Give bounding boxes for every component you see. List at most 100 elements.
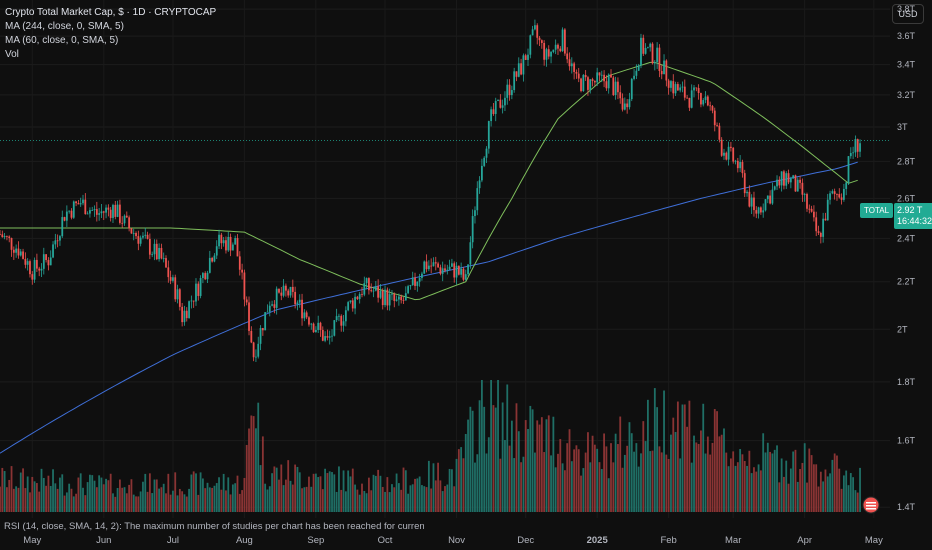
volume-bar (831, 459, 834, 512)
candle-body (501, 105, 504, 108)
volume-bar (65, 492, 68, 512)
volume-bar (298, 472, 301, 512)
volume-bar (153, 479, 156, 512)
candle-body (102, 211, 105, 213)
candle-body (630, 78, 633, 100)
volume-bar (764, 452, 767, 512)
volume-bar (552, 416, 555, 512)
currency-button[interactable]: USD (892, 4, 924, 24)
volume-bar (26, 476, 29, 512)
candle-body (243, 272, 246, 300)
symbol-title[interactable]: Crypto Total Market Cap, $ · 1D · CRYPTO… (5, 7, 217, 18)
volume-bar (328, 471, 331, 512)
candle-body (213, 255, 216, 262)
volume-bar (197, 494, 200, 512)
volume-bar (135, 496, 137, 512)
candle-body (469, 242, 472, 265)
y-tick-label: 2.6T (897, 193, 916, 203)
candle-body (467, 264, 469, 275)
volume-bar (125, 493, 128, 512)
candle-body (114, 204, 117, 217)
candle-body (24, 258, 27, 265)
volume-bar (40, 468, 43, 512)
volume-bar (421, 485, 423, 512)
volume-bar (31, 476, 34, 512)
candle-body (347, 302, 350, 311)
volume-bar (517, 431, 520, 512)
volume-bar (806, 482, 808, 512)
candle-body (743, 173, 746, 194)
candle-body (582, 74, 585, 92)
candle-body (331, 335, 333, 337)
candle-body (531, 29, 534, 36)
price-axis[interactable]: 3.8T 3.6T 3.4T 3.2T 3T 2.8T 2.6T 2.4T 2.2T 2T 1.8T… (897, 4, 916, 512)
candle-body (185, 310, 188, 319)
candle-body (400, 296, 403, 301)
volume-bar (464, 433, 467, 512)
time-axis[interactable]: May Jun Jul Aug Sep Oct Nov Dec 2025 Feb Mar Apr May (23, 535, 883, 546)
candle-body (598, 72, 601, 76)
ma60-legend[interactable]: MA (60, close, 0, SMA, 5) (5, 35, 119, 46)
volume-bar (308, 476, 310, 512)
volume-bar (575, 445, 578, 512)
candle-body (388, 294, 391, 306)
candle-body (520, 63, 522, 75)
candle-body (591, 79, 594, 81)
volume-bar (610, 443, 612, 512)
volume-bar (261, 436, 264, 512)
volume-bar (633, 451, 635, 512)
candle-body (77, 203, 80, 205)
candle-body (266, 311, 269, 313)
volume-bar (739, 449, 742, 512)
volume-bar (446, 484, 449, 512)
candle-body (220, 234, 223, 244)
volume-bar (291, 484, 294, 512)
volume-bar (686, 426, 688, 512)
volume-bar (607, 478, 610, 512)
volume-bar (181, 491, 184, 512)
volume-bar (52, 469, 54, 512)
volume-bar (24, 488, 27, 512)
candle-body (310, 323, 313, 325)
volume-bar (603, 433, 605, 512)
volume-bar (15, 486, 18, 512)
volume-bar (59, 477, 61, 512)
volume-legend[interactable]: Vol (5, 49, 19, 60)
volume-bar (683, 404, 686, 512)
volume-bar (282, 485, 285, 512)
volume-bar (319, 476, 322, 512)
candle-body (534, 25, 536, 30)
volume-bar (86, 482, 89, 512)
tradingview-logo-icon[interactable] (862, 496, 880, 514)
candle-body (351, 300, 354, 309)
volume-bar (155, 479, 158, 512)
candle-body (202, 273, 204, 279)
volume-bar (79, 473, 82, 512)
volume-bar (208, 487, 211, 512)
candle-body (612, 77, 615, 96)
y-tick-label: 3.2T (897, 90, 916, 100)
candle-body (49, 257, 52, 266)
candle-body (91, 210, 94, 211)
volume-bar (847, 485, 850, 512)
volume-bar (748, 450, 751, 512)
volume-bar (815, 464, 818, 512)
volume-bar (582, 468, 585, 512)
candle-body (98, 213, 101, 215)
candle-body (296, 302, 299, 305)
candle-body (259, 328, 262, 344)
y-tick-label: 2.2T (897, 277, 916, 287)
candle-body (600, 74, 603, 76)
candle-body (748, 191, 751, 207)
ma244-legend[interactable]: MA (244, close, 0, SMA, 5) (5, 21, 124, 32)
candle-body (660, 70, 663, 75)
volume-bar (273, 466, 276, 512)
volume-bar (448, 468, 451, 512)
candle-body (181, 306, 184, 323)
volume-bar (266, 489, 269, 512)
candle-body (716, 125, 718, 126)
volume-bar (6, 487, 8, 512)
candle-body (227, 236, 230, 251)
candle-body (118, 204, 121, 223)
